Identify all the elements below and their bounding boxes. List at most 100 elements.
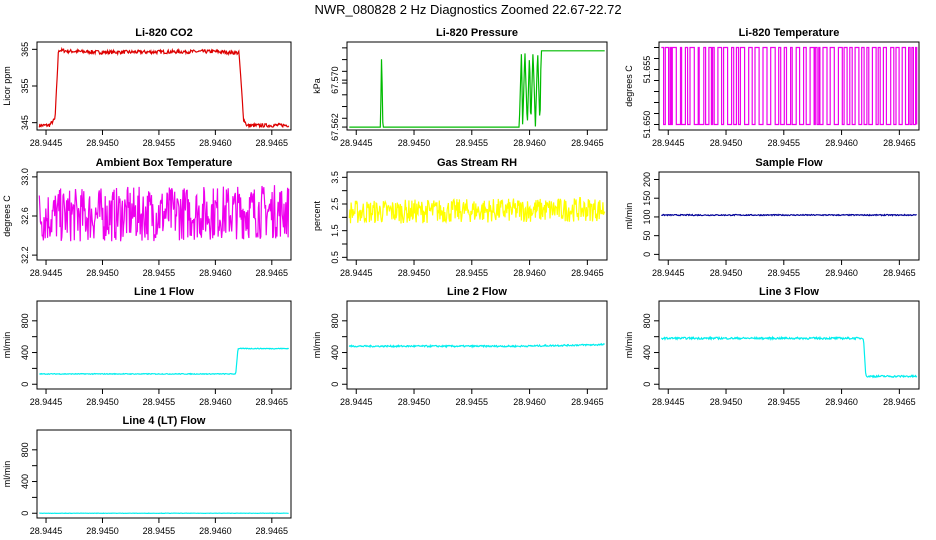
chart-panel-6: Line 1 Flow ml/min 28.9445 28.9450 28.9455 28… xyxy=(2,286,292,407)
x-tick-label: 28.9445 xyxy=(652,397,685,407)
x-tick-label: 28.9460 xyxy=(825,138,858,148)
y-tick-label: 150 xyxy=(642,191,652,206)
x-tick-label: 28.9455 xyxy=(143,138,176,148)
y-tick-label: 800 xyxy=(330,313,340,328)
x-tick-label: 28.9450 xyxy=(86,268,119,278)
y-tick-label: 345 xyxy=(20,115,30,130)
chart-title: Line 3 Flow xyxy=(759,286,819,298)
plot-frame xyxy=(346,300,608,390)
plot-frame xyxy=(36,41,292,131)
y-tick-label: 67.570 xyxy=(330,66,340,94)
x-tick-label: 28.9460 xyxy=(513,138,546,148)
chart-panel-3: Ambient Box Temperature degrees C 28.9445 2… xyxy=(2,157,292,278)
x-tick-label: 28.9445 xyxy=(30,138,63,148)
x-tick-label: 28.9460 xyxy=(825,268,858,278)
y-tick-label: 0.5 xyxy=(330,251,340,264)
y-tick-label: 32.6 xyxy=(20,207,30,225)
x-tick-label: 28.9445 xyxy=(340,138,373,148)
chart-title: Li-820 Pressure xyxy=(436,27,518,39)
x-tick-label: 28.9455 xyxy=(768,268,801,278)
y-axis-label: percent xyxy=(312,200,322,231)
x-tick-label: 28.9465 xyxy=(256,268,289,278)
y-axis-label: ml/min xyxy=(2,332,12,359)
chart-title: Line 1 Flow xyxy=(134,286,194,298)
chart-panel-9: Line 4 (LT) Flow ml/min 28.9445 28.9450 28.9… xyxy=(2,415,292,536)
x-tick-label: 28.9465 xyxy=(571,397,604,407)
x-tick-label: 28.9445 xyxy=(652,138,685,148)
y-axis-label: ml/min xyxy=(2,461,12,488)
chart-title: Line 4 (LT) Flow xyxy=(123,415,206,427)
chart-title: Li-820 CO2 xyxy=(135,27,192,39)
series-line xyxy=(348,196,606,224)
chart-title: Li-820 Temperature xyxy=(739,27,840,39)
y-tick-label: 0 xyxy=(20,511,30,516)
x-tick-label: 28.9450 xyxy=(710,268,743,278)
plot-frame xyxy=(36,429,292,519)
x-tick-label: 28.9450 xyxy=(86,138,119,148)
y-tick-label: 0 xyxy=(330,382,340,387)
x-tick-label: 28.9455 xyxy=(456,268,489,278)
x-tick-label: 28.9460 xyxy=(513,268,546,278)
x-tick-label: 28.9455 xyxy=(143,268,176,278)
y-tick-label: 400 xyxy=(642,345,652,360)
x-tick-label: 28.9465 xyxy=(883,268,916,278)
y-axis-label: ml/min xyxy=(624,332,634,359)
x-tick-label: 28.9465 xyxy=(883,138,916,148)
x-tick-label: 28.9465 xyxy=(256,397,289,407)
series-line xyxy=(38,46,290,129)
y-tick-label: 33.0 xyxy=(20,168,30,186)
y-axis-label: degrees C xyxy=(2,195,12,237)
x-tick-label: 28.9445 xyxy=(30,397,63,407)
y-tick-label: 0 xyxy=(642,252,652,257)
y-tick-label: 67.562 xyxy=(330,113,340,141)
plot-frame xyxy=(346,41,608,131)
x-tick-label: 28.9465 xyxy=(256,138,289,148)
x-tick-label: 28.9450 xyxy=(398,138,431,148)
x-tick-label: 28.9460 xyxy=(199,138,232,148)
x-tick-label: 28.9450 xyxy=(710,397,743,407)
chart-panel-0: Li-820 CO2 Licor ppm 28.9445 28.9450 28.9455… xyxy=(2,27,292,148)
x-tick-label: 28.9445 xyxy=(340,397,373,407)
plot-frame xyxy=(346,171,608,261)
x-tick-label: 28.9450 xyxy=(710,138,743,148)
y-axis-label: kPa xyxy=(312,78,322,94)
x-tick-label: 28.9460 xyxy=(825,397,858,407)
plot-frame xyxy=(658,41,920,131)
chart-title: Line 2 Flow xyxy=(447,286,507,298)
y-tick-label: 50 xyxy=(642,231,652,241)
y-axis-label: ml/min xyxy=(624,203,634,230)
x-tick-label: 28.9460 xyxy=(199,526,232,536)
y-tick-label: 355 xyxy=(20,78,30,93)
y-tick-label: 800 xyxy=(20,313,30,328)
x-tick-label: 28.9460 xyxy=(199,397,232,407)
x-tick-label: 28.9445 xyxy=(30,526,63,536)
series-line xyxy=(661,213,917,217)
x-tick-label: 28.9455 xyxy=(768,397,801,407)
chart-panel-4: Gas Stream RH percent 28.9445 28.9450 28.945… xyxy=(312,157,608,278)
x-tick-label: 28.9445 xyxy=(340,268,373,278)
x-tick-label: 28.9450 xyxy=(398,268,431,278)
x-tick-label: 28.9450 xyxy=(86,397,119,407)
plot-frame xyxy=(36,300,292,390)
y-axis-label: Licor ppm xyxy=(2,66,12,106)
y-tick-label: 800 xyxy=(20,442,30,457)
plot-frame xyxy=(658,171,920,261)
y-tick-label: 365 xyxy=(20,42,30,57)
y-tick-label: 400 xyxy=(330,345,340,360)
x-tick-label: 28.9460 xyxy=(199,268,232,278)
plot-frame xyxy=(658,300,920,390)
y-tick-label: 200 xyxy=(642,172,652,187)
y-tick-label: 1.5 xyxy=(330,224,340,237)
x-tick-label: 28.9450 xyxy=(86,526,119,536)
y-axis-label: ml/min xyxy=(312,332,322,359)
x-tick-label: 28.9445 xyxy=(652,268,685,278)
y-tick-label: 100 xyxy=(642,209,652,224)
x-tick-label: 28.9465 xyxy=(571,268,604,278)
series-line xyxy=(348,342,605,349)
series-line xyxy=(660,335,918,379)
x-tick-label: 28.9450 xyxy=(398,397,431,407)
chart-panel-5: Sample Flow ml/min 28.9445 28.9450 28.9455 28… xyxy=(624,157,920,278)
x-tick-label: 28.9465 xyxy=(571,138,604,148)
x-tick-label: 28.9465 xyxy=(256,526,289,536)
y-tick-label: 51.650 xyxy=(642,111,652,139)
